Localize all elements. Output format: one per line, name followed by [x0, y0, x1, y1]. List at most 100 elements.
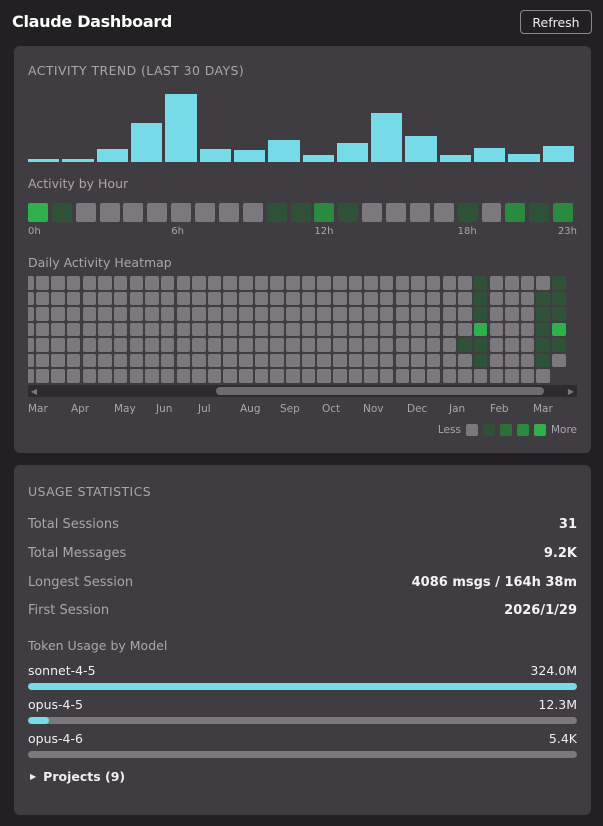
scroll-thumb[interactable] [216, 387, 544, 395]
heatmap-cell [489, 276, 503, 290]
heatmap-cell [301, 369, 316, 383]
heatmap-cell [473, 307, 488, 321]
heatmap-cell [129, 291, 144, 305]
heatmap-cell [207, 307, 222, 321]
heatmap-scrollbar[interactable]: ◀ ▶ [28, 385, 577, 397]
model-usage-bar [28, 751, 577, 758]
hour-tick: 18h [457, 226, 477, 237]
heatmap-cell [192, 338, 206, 352]
heatmap-cell [254, 322, 269, 336]
heatmap-cell [379, 338, 394, 352]
heatmap-cell [395, 353, 410, 367]
heatmap-cell [66, 276, 81, 290]
heatmap-cell [505, 291, 519, 305]
heatmap-cell [28, 353, 34, 367]
heatmap-cell [552, 338, 566, 352]
month-label: Feb [490, 403, 509, 415]
heatmap-cell [520, 307, 535, 321]
model-name: opus-4-5 [28, 697, 83, 712]
hour-cell [433, 203, 454, 222]
hour-cell [386, 203, 406, 222]
heatmap-cell [317, 291, 331, 305]
heatmap-cell [317, 307, 331, 321]
scroll-left-icon[interactable]: ◀ [30, 386, 38, 396]
model-usage-fill [28, 683, 577, 690]
heatmap-cell [82, 369, 97, 383]
heatmap-cell [207, 338, 222, 352]
heatmap-cell [348, 353, 363, 367]
heatmap-cell [176, 353, 190, 367]
heatmap-cell [35, 291, 50, 305]
refresh-button[interactable]: Refresh [520, 10, 592, 34]
heatmap-cell [317, 276, 331, 290]
app-title: Claude Dashboard [12, 12, 173, 31]
heatmap-cell [207, 353, 222, 367]
model-value: 324.0M [530, 663, 577, 678]
hour-cell [195, 203, 216, 222]
heatmap-cell [51, 307, 65, 321]
heatmap-cell [223, 369, 237, 383]
heatmap-cell [552, 291, 566, 305]
heatmap-cell [82, 276, 97, 290]
hour-cell [242, 203, 263, 222]
usage-statistics-title: USAGE STATISTICS [28, 484, 152, 499]
heatmap-cell [489, 322, 503, 336]
heatmap-cell [129, 322, 144, 336]
heatmap-cell [145, 291, 159, 305]
heatmap-cell [113, 353, 128, 367]
heatmap-cell [254, 291, 269, 305]
scroll-right-icon[interactable]: ▶ [567, 386, 575, 396]
heatmap-cell [28, 338, 34, 352]
heatmap-cell [160, 276, 175, 290]
heatmap-cell [379, 276, 394, 290]
heatmap-cell [442, 369, 457, 383]
heatmap-cell [458, 322, 472, 336]
heatmap-cell [286, 338, 300, 352]
heatmap-cell [395, 338, 410, 352]
heatmap-cell [66, 369, 81, 383]
heatmap-cell [160, 369, 175, 383]
heatmap-cell [98, 322, 112, 336]
projects-toggle[interactable]: ▶ Projects (9) [28, 769, 125, 784]
hour-cell [362, 203, 383, 222]
heatmap-cell [473, 322, 488, 336]
heatmap-cell [239, 307, 253, 321]
heatmap-cell [113, 276, 128, 290]
heatmap-cell [51, 369, 65, 383]
heatmap-cell [66, 353, 81, 367]
activity-by-hour-title: Activity by Hour [28, 176, 129, 191]
heatmap-cell [66, 307, 81, 321]
heatmap-cell [160, 322, 175, 336]
heatmap-cell [489, 353, 503, 367]
heatmap-cell [395, 322, 410, 336]
heatmap-cell [333, 276, 347, 290]
heatmap-cell [223, 276, 237, 290]
trend-bar [62, 158, 94, 162]
heatmap-cell [286, 353, 300, 367]
heatmap-cell [129, 307, 144, 321]
heatmap-cell [207, 322, 222, 336]
month-label: Jun [156, 403, 173, 415]
model-name: sonnet-4-5 [28, 663, 96, 678]
trend-bar [371, 113, 403, 162]
heatmap-cell [28, 307, 34, 321]
heatmap-cell [395, 276, 410, 290]
heatmap-cell [82, 338, 97, 352]
heatmap-cell [395, 307, 410, 321]
heatmap-cell [301, 291, 316, 305]
heatmap-cell [348, 307, 363, 321]
heatmap-cell [35, 276, 50, 290]
heatmap-cell [364, 291, 378, 305]
heatmap-cell [113, 369, 128, 383]
heatmap-cell [82, 307, 97, 321]
heatmap-cell [426, 291, 441, 305]
heatmap-cell [207, 291, 222, 305]
heatmap-cell [536, 338, 550, 352]
usage-card: USAGE STATISTICS Total Sessions 31 Total… [14, 465, 591, 815]
heatmap-cell [348, 276, 363, 290]
stat-label: Longest Session [28, 575, 134, 590]
hour-cell [99, 203, 120, 222]
heatmap-cell [176, 276, 190, 290]
heatmap-cell [411, 338, 425, 352]
heatmap-cell [552, 307, 566, 321]
